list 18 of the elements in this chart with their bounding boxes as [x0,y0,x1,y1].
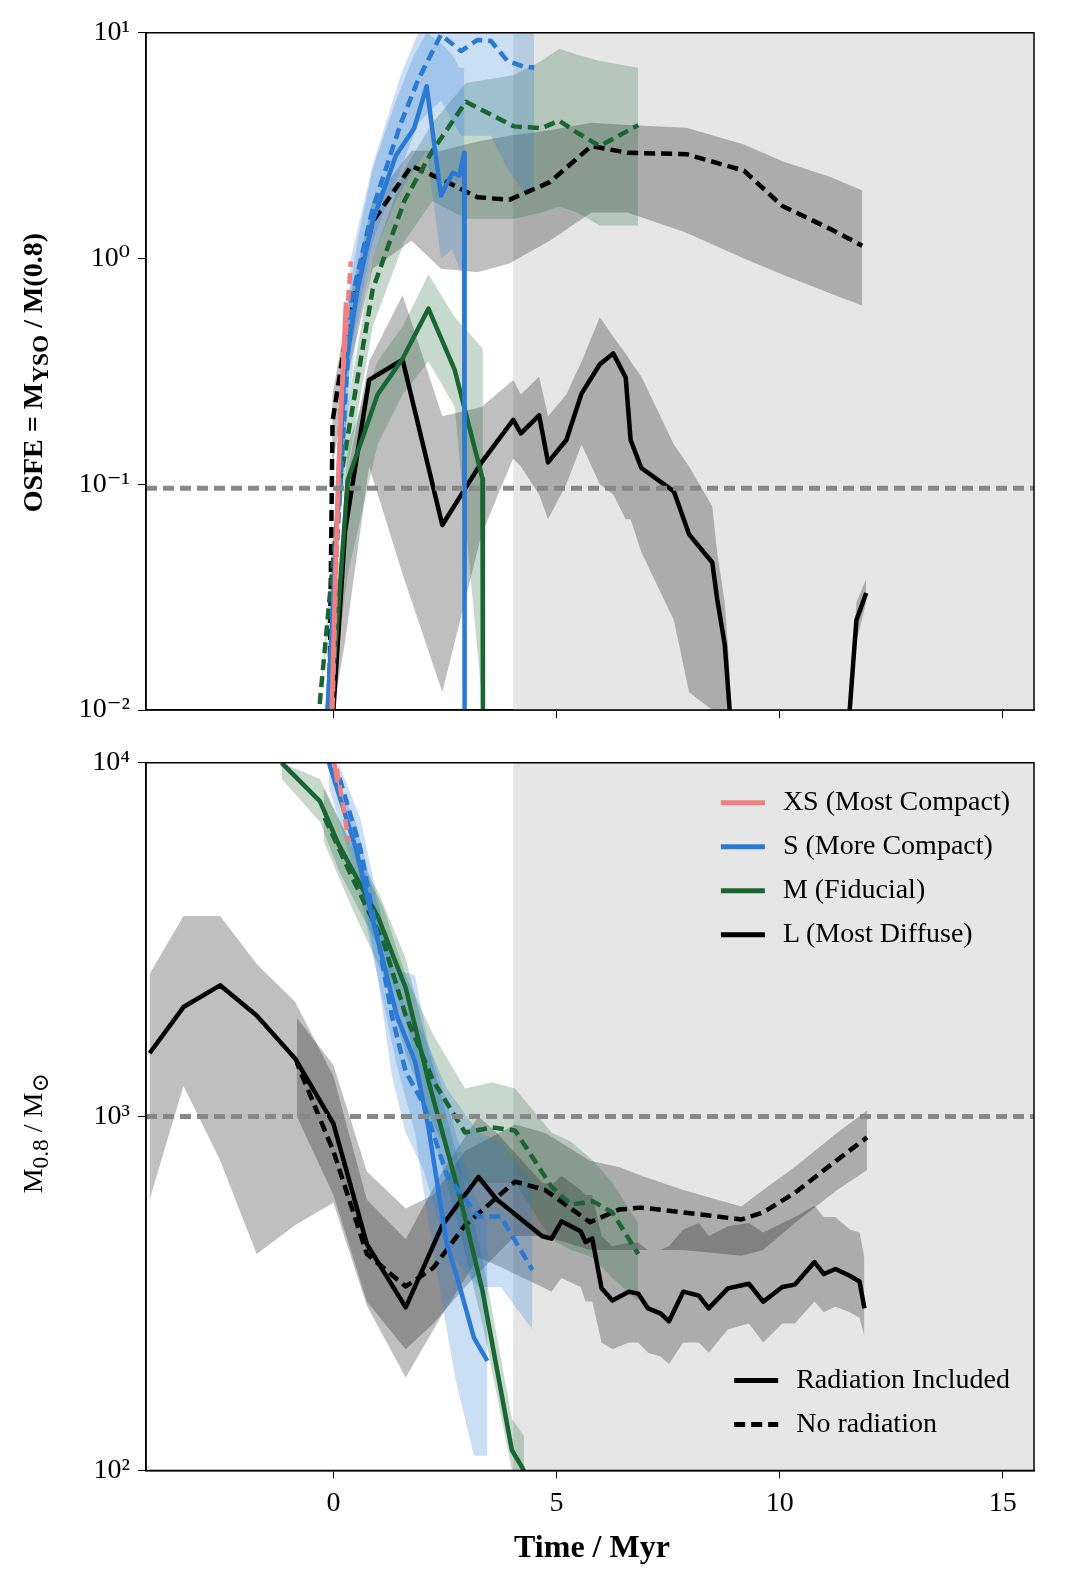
legend-label: XS (Most Compact) [782,785,1011,817]
legend-label: Radiation Included [796,1362,1010,1394]
y-tick-label: 10² [93,1452,130,1484]
x-tick-label: 15 [988,1485,1017,1517]
y-tick-label: 10⁻¹ [78,466,130,498]
y-tick-label: 10⁰ [90,240,130,272]
x-tick-label: 0 [326,1485,341,1517]
legend-label: No radiation [796,1406,937,1438]
legend-label: M (Fiducial) [782,873,926,905]
y-tick-label: 10⁴ [92,745,130,777]
y-tick-label: 10³ [93,1098,130,1130]
y-tick-label: 10⁻² [78,692,130,724]
x-tick-label: 5 [549,1485,564,1517]
y-tick-label: 10¹ [93,15,130,47]
x-tick-label: 10 [765,1485,794,1517]
x-axis-title: Time / Myr [513,1528,671,1565]
legend-label: L (Most Diffuse) [782,917,973,949]
legend-label: S (More Compact) [782,829,993,861]
